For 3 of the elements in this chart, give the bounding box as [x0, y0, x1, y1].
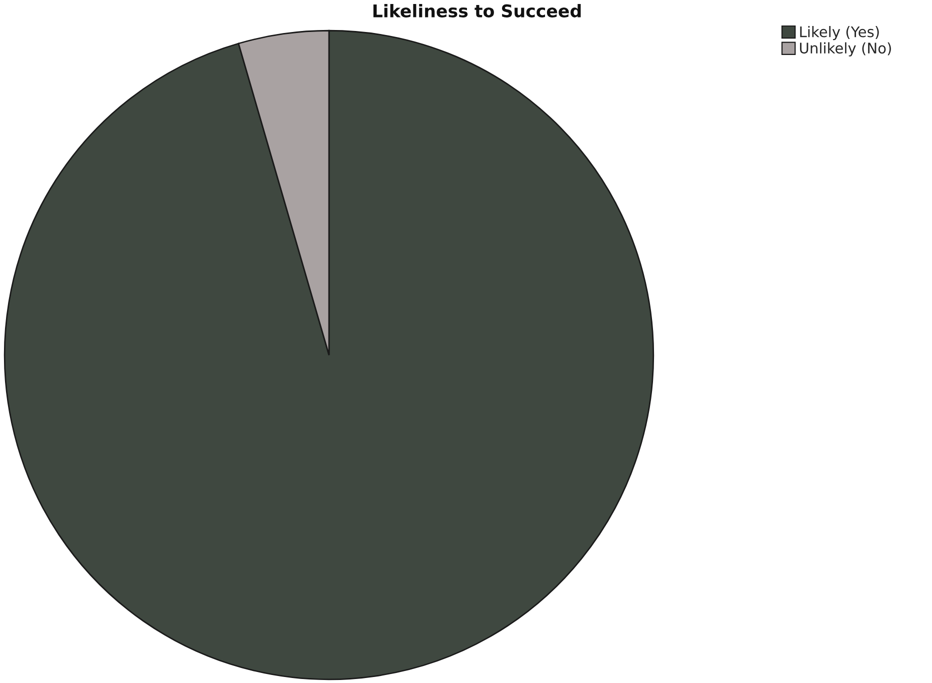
chart-title: Likeliness to Succeed: [373, 4, 581, 18]
legend-label: Likely (Yes): [800, 26, 879, 40]
legend-label: Unlikely (No): [800, 42, 891, 56]
